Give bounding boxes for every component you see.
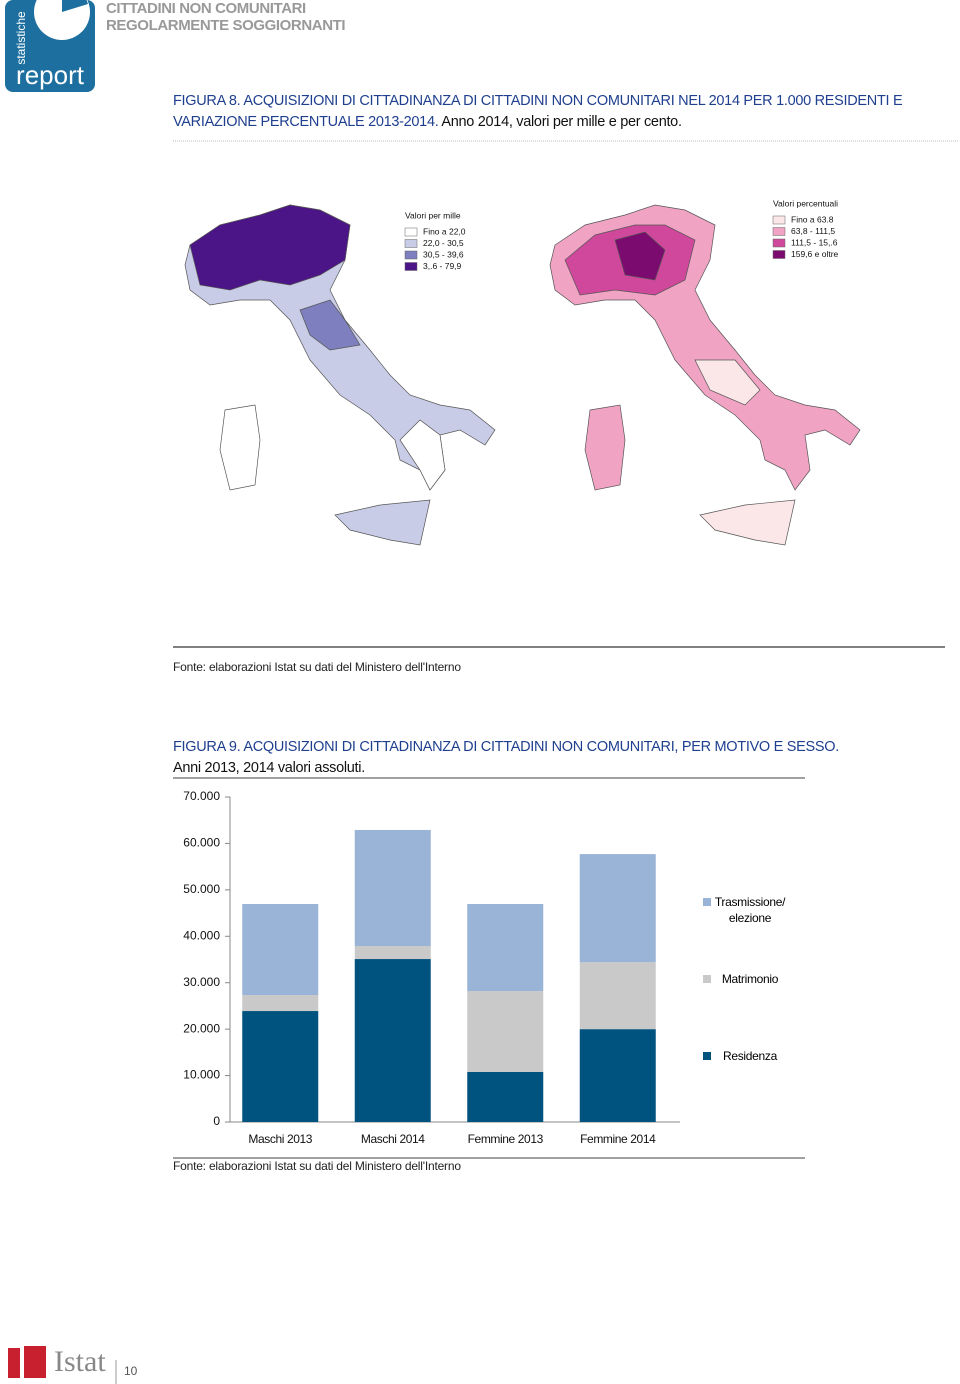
- figure-title: FIGURA 9. ACQUISIZIONI DI CITTADINANZA D…: [173, 737, 933, 779]
- legend-swatch: [772, 215, 786, 225]
- subtitle: Anni 2013, 2014 valori assoluti.: [173, 760, 365, 776]
- y-tick-label: 0: [213, 1114, 220, 1128]
- bar-segment: [579, 854, 656, 963]
- legend-swatch: [772, 227, 786, 236]
- bar-segment: [242, 995, 319, 1012]
- bar-segment: [467, 991, 544, 1072]
- bar-segment: [354, 959, 431, 1122]
- header-title: CITTADINI NON COMUNITARI REGOLARMENTE SOG…: [106, 0, 346, 34]
- legend-title: Valori percentuali: [773, 198, 838, 208]
- map: [184, 204, 496, 546]
- bar-segment: [467, 904, 544, 992]
- y-tick-label: 30.000: [183, 975, 220, 989]
- logo-slice: [62, 0, 88, 12]
- legend-label: Matrimonio: [721, 972, 779, 986]
- bar-segment: [354, 946, 431, 960]
- legend-title: Valori per mille: [405, 210, 461, 220]
- bar-segment: [467, 1071, 544, 1122]
- legend-swatch: [703, 1052, 711, 1060]
- header-line: REGOLARMENTE SOGGIORNANTI: [106, 17, 346, 34]
- y-tick-label: 50.000: [183, 882, 220, 896]
- legend-label: Fino a 22,0: [423, 226, 466, 236]
- x-tick-label: Maschi 2014: [361, 1132, 425, 1146]
- y-tick-label: 40.000: [183, 928, 220, 942]
- bar-segment: [242, 1011, 319, 1122]
- istat-mark: [8, 1348, 20, 1378]
- map-right: [549, 204, 861, 546]
- bar-segment: [579, 962, 656, 1030]
- x-tick-label: Maschi 2013: [248, 1132, 312, 1146]
- figure-title: FIGURA 8. ACQUISIZIONI DI CITTADINANZA D…: [173, 91, 960, 133]
- x-tick-label: Femmine 2013: [468, 1132, 544, 1146]
- legend-label: Fino a 63.8: [791, 214, 834, 224]
- title: FIGURA 8. ACQUISIZIONI DI CITTADINANZA D…: [173, 93, 903, 130]
- istat-mark: [24, 1346, 46, 1378]
- source: Fonte: elaborazioni Istat su dati del Mi…: [173, 660, 461, 674]
- legend-swatch: [404, 227, 418, 237]
- y-tick-label: 20.000: [183, 1021, 220, 1035]
- y-tick-label: 10.000: [183, 1068, 220, 1082]
- legend-swatch: [404, 250, 418, 260]
- bar-segment: [354, 829, 431, 947]
- legend-label: 3,.6 - 79,9: [423, 261, 462, 271]
- legend-swatch: [703, 898, 711, 906]
- title: FIGURA 9. ACQUISIZIONI DI CITTADINANZA D…: [173, 739, 839, 755]
- legend-swatch: [772, 238, 786, 248]
- legend-label: Residenza: [722, 1049, 777, 1063]
- legend-label: 159,6 e oltre: [791, 249, 839, 259]
- logo-circle: [34, 0, 90, 40]
- x-tick-label: Femmine 2014: [580, 1132, 656, 1146]
- legend-label: 30,5 - 39,6: [423, 249, 464, 259]
- legend-swatch: [703, 975, 711, 983]
- legend-label: Trasmissione/ elezione: [714, 895, 786, 925]
- istat-brand: Istat: [54, 1345, 106, 1378]
- logo-text: report: [16, 60, 85, 90]
- y-tick-label: 70.000: [183, 789, 220, 803]
- legend-label: 63,8 - 111,5: [791, 226, 835, 236]
- page-number: 10: [124, 1364, 138, 1378]
- header-line: CITTADINI NON COMUNITARI: [106, 0, 306, 17]
- source: Fonte: elaborazioni Istat su dati del Mi…: [173, 1159, 461, 1173]
- legend-label: 111,5 - 15,.6: [791, 237, 838, 247]
- legend-swatch: [404, 239, 418, 248]
- bar-segment: [579, 1029, 656, 1122]
- legend-label: 22,0 - 30,5: [423, 238, 464, 248]
- bar-segment: [242, 904, 319, 996]
- logo-small: statistiche: [14, 11, 28, 65]
- legend-swatch: [404, 262, 418, 271]
- subtitle: Anno 2014, valori per mille e per cento.: [441, 114, 682, 130]
- y-tick-label: 60.000: [183, 836, 220, 850]
- legend-swatch: [772, 250, 786, 259]
